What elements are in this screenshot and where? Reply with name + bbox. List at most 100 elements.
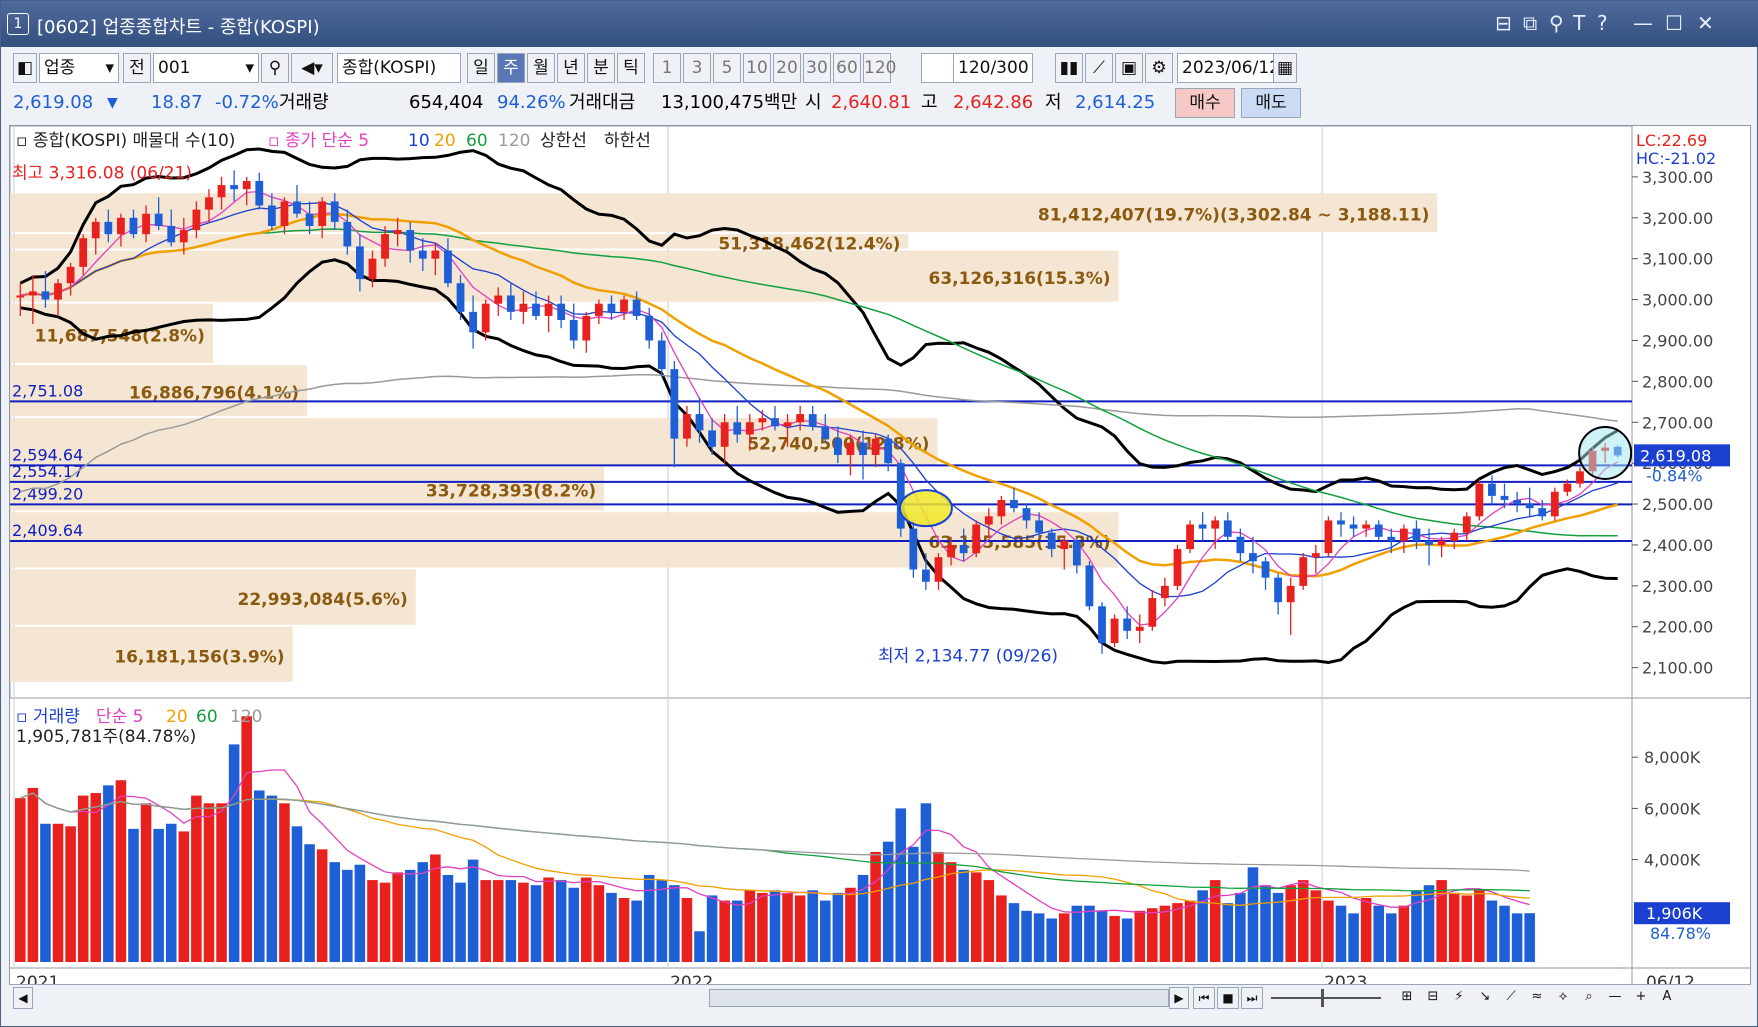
period-button-1[interactable]: 주 xyxy=(497,53,525,83)
interval-button-2[interactable]: 5 xyxy=(713,53,741,83)
stop-icon[interactable]: ■ xyxy=(1217,987,1239,1009)
title-button-1[interactable]: ⧉ xyxy=(1523,11,1538,35)
market-select[interactable]: 업종 ▾ xyxy=(39,53,119,83)
all-button[interactable]: 전 xyxy=(123,53,151,83)
screen-menu-icon[interactable]: ◧ xyxy=(13,53,37,83)
candle-body xyxy=(582,315,591,341)
candle-body xyxy=(1576,471,1584,484)
draw-tool-icon[interactable]: ⟋ xyxy=(1506,989,1516,1004)
title-button-5[interactable]: — xyxy=(1633,11,1653,35)
candle-body xyxy=(1249,553,1257,562)
sell-button[interactable]: 매도 xyxy=(1241,88,1301,118)
zoom-slider-handle[interactable] xyxy=(1321,989,1324,1007)
interval-button-6[interactable]: 60 xyxy=(833,53,861,83)
draw-tool-icon[interactable]: ⊞ xyxy=(1401,989,1413,1004)
scroll-left-icon[interactable]: ◀ xyxy=(13,987,33,1009)
title-button-4[interactable]: ? xyxy=(1597,11,1608,35)
candle-body xyxy=(1299,557,1308,586)
draw-tool-icon[interactable]: ↘ xyxy=(1479,989,1491,1004)
gear-icon[interactable]: ⚙ xyxy=(1145,53,1173,83)
volume-bar xyxy=(1461,895,1473,962)
title-button-6[interactable]: ☐ xyxy=(1665,11,1683,35)
volume-bar xyxy=(1285,885,1296,962)
candle-body xyxy=(1425,540,1433,545)
candle-type-icon[interactable]: ▮▮ xyxy=(1055,53,1083,83)
volume-bar xyxy=(744,890,756,962)
interval-button-1[interactable]: 3 xyxy=(683,53,711,83)
volume-bar xyxy=(731,900,743,962)
chart-labels: 최고 3,316.08 (06/21) 최저 2,134.77 (09/26) ▫ … xyxy=(12,131,1633,747)
level-lines: 2,751.082,594.642,554.172,499.202,409.64 xyxy=(10,381,1632,543)
level-line-label: 2,554.17 xyxy=(12,462,83,481)
candle-body xyxy=(846,442,855,455)
candle-body xyxy=(695,414,704,431)
index-name-field[interactable]: 종합(KOSPI) xyxy=(337,53,461,83)
line-style-icon[interactable]: ⟋ xyxy=(1085,53,1113,83)
draw-tool-icon[interactable]: — xyxy=(1608,989,1622,1004)
first-page-icon[interactable]: ⏮ xyxy=(1193,987,1215,1009)
interval-button-5[interactable]: 30 xyxy=(803,53,831,83)
fast-forward-icon[interactable]: ⏭ xyxy=(1241,987,1263,1009)
interval-button-7[interactable]: 120 xyxy=(863,53,896,83)
amount-label: 거래대금 xyxy=(569,92,636,113)
interval-button-0[interactable]: 1 xyxy=(653,53,681,83)
candle-body xyxy=(1412,528,1421,541)
candle-body xyxy=(242,180,251,190)
title-button-2[interactable]: ⚲ xyxy=(1549,11,1564,35)
interval-button-4[interactable]: 20 xyxy=(773,53,801,83)
draw-tool-icon[interactable]: ⊟ xyxy=(1427,989,1439,1004)
volume-bar xyxy=(1096,910,1108,962)
candle-body xyxy=(859,442,867,455)
title-button-0[interactable]: ⊟ xyxy=(1495,11,1512,35)
hc-label: HC:-21.02 xyxy=(1636,149,1716,168)
title-button-3[interactable]: T xyxy=(1573,11,1586,35)
window-number-icon[interactable]: 1 xyxy=(7,13,29,35)
code-input[interactable]: 001 ▾ xyxy=(153,53,259,83)
candle-body xyxy=(1072,540,1081,566)
chart-svg[interactable]: 16,181,156(3.9%)22,993,084(5.6%)63,125,5… xyxy=(9,125,1750,993)
candle-body xyxy=(607,303,616,312)
y-tick-label: 2,400.00 xyxy=(1642,536,1713,555)
scrollbar-thumb[interactable] xyxy=(709,989,1169,1007)
level-line-label: 2,751.08 xyxy=(12,381,83,400)
period-button-0[interactable]: 일 xyxy=(467,53,495,83)
calendar-icon[interactable]: ▦ xyxy=(1273,53,1297,83)
speaker-icon[interactable]: ◀▾ xyxy=(291,53,333,83)
volume-bar xyxy=(870,851,881,962)
volume-legend-ma120: 120 xyxy=(230,707,262,727)
interval-button-3[interactable]: 10 xyxy=(743,53,771,83)
period-button-2[interactable]: 월 xyxy=(527,53,555,83)
draw-tool-icon[interactable]: + xyxy=(1635,989,1647,1004)
period-button-4[interactable]: 분 xyxy=(587,53,615,83)
draw-tool-icon[interactable]: A xyxy=(1662,989,1672,1004)
draw-tool-icon[interactable]: ⟡ xyxy=(1558,989,1568,1004)
zoom-slider[interactable] xyxy=(1271,997,1381,999)
count-input[interactable]: 120/300 xyxy=(953,53,1033,83)
volume-bar xyxy=(1436,880,1447,962)
candle-body xyxy=(1475,483,1484,517)
period-button-5[interactable]: 틱 xyxy=(617,53,645,83)
chart-area[interactable]: 16,181,156(3.9%) 22,993,084(5.6%) 63,125,5… xyxy=(9,125,1751,1011)
draw-tool-icon[interactable]: ⚡ xyxy=(1454,989,1464,1004)
volume-bar xyxy=(367,880,378,962)
candle-body xyxy=(1525,504,1534,509)
buy-button[interactable]: 매수 xyxy=(1175,88,1235,118)
volume-profile-label: 22,993,084(5.6%) xyxy=(238,590,408,610)
volume-bar xyxy=(241,716,252,962)
save-icon[interactable]: ▣ xyxy=(1115,53,1143,83)
y-tick-label: 2,100.00 xyxy=(1642,659,1713,678)
draw-tool-icon[interactable]: ⌕ xyxy=(1585,989,1593,1004)
search-icon[interactable]: ⚲ xyxy=(261,53,289,83)
draw-tool-icon[interactable]: ≈ xyxy=(1531,989,1543,1004)
scroll-right-icon[interactable]: ▶ xyxy=(1169,987,1189,1009)
title-button-7[interactable]: ✕ xyxy=(1697,11,1714,35)
period-button-3[interactable]: 년 xyxy=(557,53,585,83)
candle-body xyxy=(217,185,226,198)
candle-body xyxy=(632,299,641,316)
current-volume-box xyxy=(1634,902,1730,925)
y-tick-label: 3,200.00 xyxy=(1642,209,1713,228)
volume-bar xyxy=(681,898,693,962)
candle-body xyxy=(808,414,817,427)
candle-body xyxy=(833,438,842,455)
volume-profile-bar xyxy=(10,626,293,682)
